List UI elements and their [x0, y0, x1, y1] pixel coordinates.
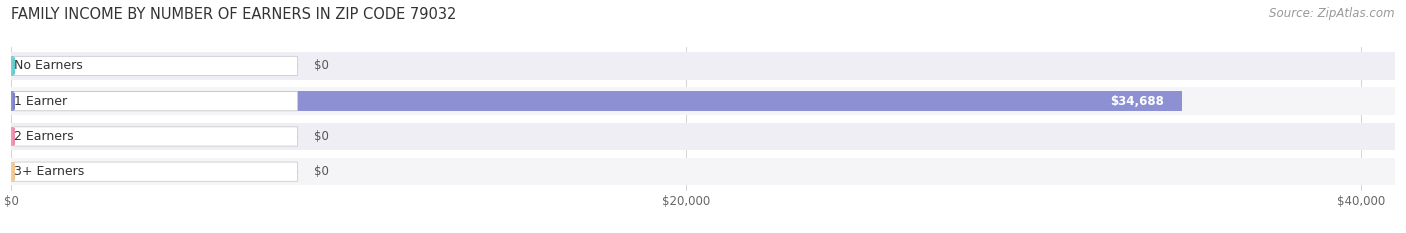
Text: 1 Earner: 1 Earner [14, 95, 67, 108]
Bar [11, 158, 1395, 185]
Text: No Earners: No Earners [14, 59, 83, 72]
Bar [11, 123, 1395, 150]
Text: 2 Earners: 2 Earners [14, 130, 73, 143]
Text: Source: ZipAtlas.com: Source: ZipAtlas.com [1270, 7, 1395, 20]
Bar [11, 127, 14, 146]
FancyBboxPatch shape [14, 162, 298, 181]
Bar [11, 87, 1395, 115]
Bar [11, 91, 1182, 111]
Text: $0: $0 [314, 165, 329, 178]
Text: 3+ Earners: 3+ Earners [14, 165, 84, 178]
Text: $34,688: $34,688 [1111, 95, 1164, 108]
Bar [11, 52, 1395, 80]
FancyBboxPatch shape [14, 56, 298, 75]
Text: $0: $0 [314, 130, 329, 143]
Bar [11, 162, 14, 182]
Bar [11, 56, 14, 76]
FancyBboxPatch shape [14, 92, 298, 111]
FancyBboxPatch shape [14, 127, 298, 146]
Text: $0: $0 [314, 59, 329, 72]
Text: FAMILY INCOME BY NUMBER OF EARNERS IN ZIP CODE 79032: FAMILY INCOME BY NUMBER OF EARNERS IN ZI… [11, 7, 457, 22]
